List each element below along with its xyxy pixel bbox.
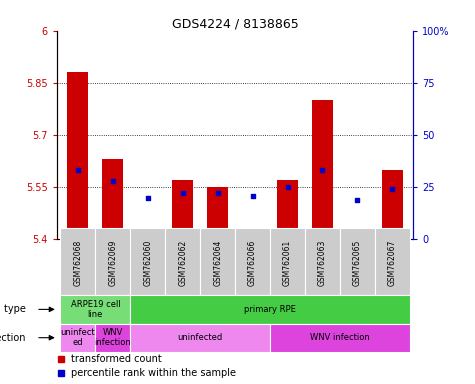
Bar [130,295,410,324]
Point [179,190,187,197]
Title: GDS4224 / 8138865: GDS4224 / 8138865 [172,18,298,31]
Bar [130,324,270,352]
Text: GSM762063: GSM762063 [318,239,327,286]
Text: GSM762066: GSM762066 [248,239,257,286]
Text: WNV
infection: WNV infection [95,328,131,348]
Bar [305,228,340,295]
Point [389,186,396,192]
Bar [172,180,193,239]
Bar [130,228,165,295]
Point [249,192,256,199]
Text: GSM762062: GSM762062 [178,239,187,286]
Bar [375,228,410,295]
Text: GSM762069: GSM762069 [108,239,117,286]
Bar [165,228,200,295]
Text: WNV infection: WNV infection [310,333,370,342]
Point [319,167,326,174]
Bar [60,295,130,324]
Point [284,184,291,190]
Bar [347,229,368,239]
Point [353,197,361,203]
Text: GSM762067: GSM762067 [388,239,397,286]
Bar [242,232,263,239]
Bar [235,228,270,295]
Bar [95,324,130,352]
Bar [312,100,333,239]
Text: GSM762065: GSM762065 [353,239,362,286]
Point [74,167,82,174]
Point [144,195,152,201]
Bar [60,228,95,295]
Point [109,178,117,184]
Bar [200,228,235,295]
Text: infection: infection [0,333,26,343]
Text: percentile rank within the sample: percentile rank within the sample [71,368,236,378]
Text: GSM762068: GSM762068 [74,239,83,286]
Text: GSM762064: GSM762064 [213,239,222,286]
Text: ARPE19 cell
line: ARPE19 cell line [71,300,120,319]
Bar [95,228,130,295]
Text: GSM762061: GSM762061 [283,239,292,286]
Text: transformed count: transformed count [71,354,162,364]
Bar [277,180,298,239]
Bar [67,73,88,239]
Bar [60,324,95,352]
Bar [137,232,158,239]
Bar [103,159,124,239]
Bar [270,228,305,295]
Bar [270,324,410,352]
Text: cell type: cell type [0,305,26,314]
Bar [382,170,403,239]
Text: uninfect
ed: uninfect ed [61,328,95,348]
Point [214,190,221,197]
Text: uninfected: uninfected [178,333,223,342]
Bar [207,187,228,239]
Bar [340,228,375,295]
Text: GSM762060: GSM762060 [143,239,152,286]
Text: primary RPE: primary RPE [244,305,296,314]
